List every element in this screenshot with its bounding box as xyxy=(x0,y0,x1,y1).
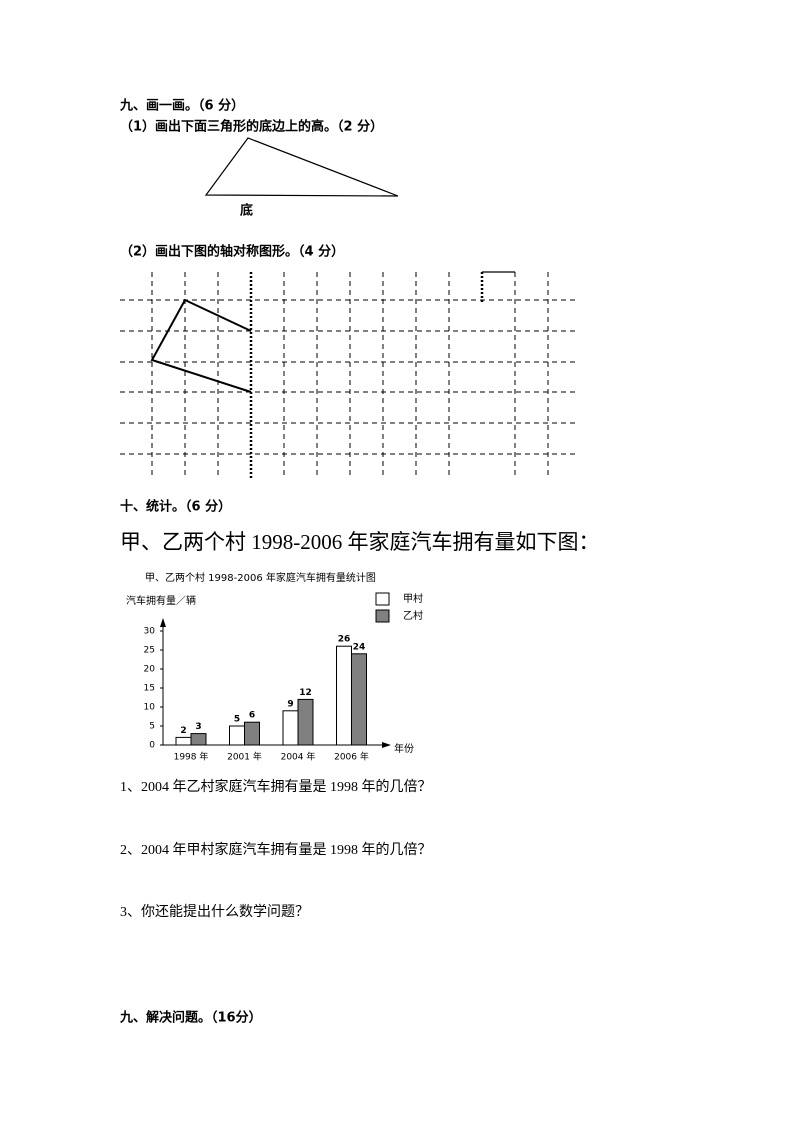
question: （1）画出下面三角形的底边上的高。（2 分） xyxy=(120,119,383,135)
data-label: 26 xyxy=(338,635,351,645)
legend-label: 甲村 xyxy=(403,592,423,605)
y-tick-label: 30 xyxy=(144,627,156,637)
y-tick-label: 5 xyxy=(149,722,155,732)
bar xyxy=(282,710,299,746)
data-label: 9 xyxy=(287,699,293,709)
triangle xyxy=(204,137,399,197)
data-label: 6 xyxy=(249,711,255,721)
question: 2、2004 年甲村家庭汽车拥有量是 1998 年的几倍？ xyxy=(120,841,432,858)
bar xyxy=(351,653,367,746)
chart: 甲、乙两个村 1998-2006 年家庭汽车拥有量统计图 汽车拥有量／辆 年份 … xyxy=(126,571,423,763)
heading: 九、画一画。（6 分） xyxy=(119,98,244,114)
x-tick-label: 2006 年 xyxy=(334,751,369,763)
question: 1、2004 年乙村家庭汽车拥有量是 1998 年的几倍？ xyxy=(120,778,432,795)
symmetry-grid xyxy=(120,272,575,478)
bar xyxy=(175,736,192,746)
y-tick-label: 25 xyxy=(144,646,155,656)
bar xyxy=(190,733,207,746)
y-tick-label: 20 xyxy=(144,665,156,675)
y-tick-label: 0 xyxy=(149,741,155,751)
x-axis-label: 年份 xyxy=(394,742,414,755)
data-label: 12 xyxy=(299,688,312,698)
arrow xyxy=(382,742,391,748)
base-label: 底 xyxy=(240,203,253,219)
x-tick-label: 2004 年 xyxy=(281,751,316,763)
intro: 甲、乙两个村 1998-2006 年家庭汽车拥有量如下图： xyxy=(120,530,600,554)
question: （2）画出下图的轴对称图形。（4 分） xyxy=(120,244,344,260)
bar xyxy=(244,721,260,746)
heading: 十、统计。（6 分） xyxy=(120,499,231,515)
heading: 九、解决问题。（16分） xyxy=(119,1010,262,1026)
shape xyxy=(150,298,252,393)
data-label: 2 xyxy=(180,726,186,736)
chart-title: 甲、乙两个村 1998-2006 年家庭汽车拥有量统计图 xyxy=(145,571,376,584)
y-tick-label: 15 xyxy=(144,684,155,694)
data-label: 3 xyxy=(195,722,201,732)
data-label: 5 xyxy=(234,715,240,725)
bar xyxy=(297,698,314,746)
x-tick-label: 2001 年 xyxy=(227,751,262,763)
question: 3、你还能提出什么数学问题？ xyxy=(120,904,309,920)
data-label: 24 xyxy=(353,642,366,652)
bar xyxy=(229,725,245,746)
legend-label: 乙村 xyxy=(403,609,423,622)
y-axis-label: 汽车拥有量／辆 xyxy=(126,594,196,607)
bar xyxy=(336,645,352,746)
y-tick-label: 10 xyxy=(144,703,156,713)
legend-swatch xyxy=(375,592,390,606)
arrow xyxy=(160,618,166,627)
legend-swatch xyxy=(375,609,390,623)
x-tick-label: 1998 年 xyxy=(174,751,209,763)
